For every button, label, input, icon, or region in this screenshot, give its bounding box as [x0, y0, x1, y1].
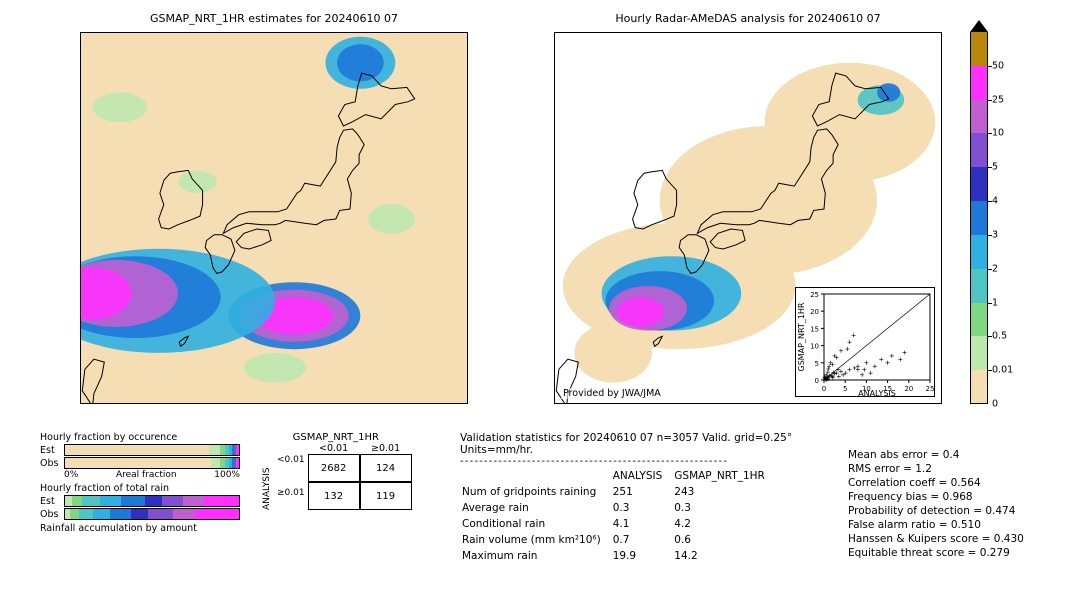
map1-panel: 45°N40°N35°N30°N25°N125°E130°E135°E140°E…	[80, 32, 468, 404]
scatter-inset: 00551010151520202525ANALYSISGSMAP_NRT_1H…	[795, 287, 935, 397]
ct-cell-10: 132	[308, 482, 360, 510]
frac-occ-est-bar	[64, 444, 240, 456]
ct-cell-11: 119	[360, 482, 412, 510]
map2-panel: Provided by JWA/JMA 00551010151520202525…	[554, 32, 942, 404]
svg-text:10: 10	[810, 343, 819, 351]
colorbar-label: 3	[992, 229, 998, 240]
obs-label-2: Obs	[40, 509, 60, 520]
areal-100: 100%	[214, 470, 240, 480]
colorbar-label: 0	[992, 399, 998, 410]
svg-text:15: 15	[810, 325, 819, 333]
stat-analysis: 0.3	[613, 501, 673, 515]
metric-row: Frequency bias = 0.968	[848, 490, 1024, 504]
divider-dots: - - - - - - - - - - - - - - - - - - - - …	[460, 456, 840, 467]
metric-row: False alarm ratio = 0.510	[848, 518, 1024, 532]
stat-analysis: 4.1	[613, 517, 673, 531]
svg-text:5: 5	[843, 385, 847, 393]
colorbar: 0.010.5123451025500	[970, 32, 988, 404]
frac-tot-est-bar	[64, 495, 240, 507]
areal-label: Areal fraction	[116, 470, 177, 480]
colorbar-label: 0.5	[992, 331, 1007, 342]
colorbar-label: 2	[992, 263, 998, 274]
metric-row: Probability of detection = 0.474	[848, 504, 1024, 518]
metric-row: Mean abs error = 0.4	[848, 448, 1024, 462]
obs-label: Obs	[40, 458, 60, 469]
est-label-2: Est	[40, 496, 60, 507]
colorbar-label: 5	[992, 162, 998, 173]
validation-panel: Validation statistics for 20240610 07 n=…	[460, 432, 840, 565]
ct-col2-label: ≥0.01	[360, 443, 412, 454]
svg-text:0: 0	[822, 385, 826, 393]
frac-tot-obs-bar	[64, 508, 240, 520]
contingency-panel: GSMAP_NRT_1HR ANALYSIS <0.01 ≥0.01 <0.01…	[260, 432, 412, 510]
metric-row: RMS error = 1.2	[848, 462, 1024, 476]
stat-analysis: 251	[613, 485, 673, 499]
svg-text:GSMAP_NRT_1HR: GSMAP_NRT_1HR	[797, 302, 806, 371]
frac-occ-obs-bar	[64, 457, 240, 469]
stat-gsmap: 0.3	[674, 501, 775, 515]
metric-row: Equitable threat score = 0.279	[848, 546, 1024, 560]
metric-row: Hanssen & Kuipers score = 0.430	[848, 532, 1024, 546]
stat-gsmap: 14.2	[674, 549, 775, 563]
est-label: Est	[40, 445, 60, 456]
validation-header: Validation statistics for 20240610 07 n=…	[460, 432, 840, 456]
metric-row: Correlation coeff = 0.564	[848, 476, 1024, 490]
svg-text:25: 25	[810, 291, 819, 299]
svg-text:20: 20	[810, 308, 819, 316]
stat-label: Maximum rain	[462, 549, 611, 563]
stat-gsmap: 243	[674, 485, 775, 499]
stat-label: Average rain	[462, 501, 611, 515]
metrics-panel: Mean abs error = 0.4RMS error = 1.2Corre…	[848, 448, 1024, 560]
ct-cell-01: 124	[360, 454, 412, 482]
stat-gsmap: 0.6	[674, 533, 775, 547]
ct-title: GSMAP_NRT_1HR	[260, 432, 412, 443]
ct-row1-label: <0.01	[277, 446, 305, 474]
svg-text:20: 20	[904, 385, 913, 393]
colorbar-label: 1	[992, 297, 998, 308]
stat-gsmap: 4.2	[674, 517, 775, 531]
colorbar-label: 10	[992, 128, 1004, 139]
stat-label: Rain volume (mm km²10⁶)	[462, 533, 611, 547]
ct-row2-label: ≥0.01	[277, 479, 305, 507]
frac-occ-title: Hourly fraction by occurence	[40, 432, 240, 443]
stats-col2: GSMAP_NRT_1HR	[674, 469, 775, 483]
svg-text:5: 5	[815, 360, 819, 368]
stats-col1: ANALYSIS	[613, 469, 673, 483]
provided-label: Provided by JWA/JMA	[561, 388, 663, 399]
stat-analysis: 0.7	[613, 533, 673, 547]
frac-accum-title: Rainfall accumulation by amount	[40, 523, 240, 534]
stat-analysis: 19.9	[613, 549, 673, 563]
colorbar-label: 25	[992, 94, 1004, 105]
map1-title: GSMAP_NRT_1HR estimates for 20240610 07	[80, 12, 468, 25]
svg-text:0: 0	[815, 377, 819, 385]
ct-cell-00: 2682	[308, 454, 360, 482]
svg-text:25: 25	[926, 385, 935, 393]
map2-title: Hourly Radar-AMeDAS analysis for 2024061…	[554, 12, 942, 25]
stat-label: Conditional rain	[462, 517, 611, 531]
colorbar-label: 4	[992, 196, 998, 207]
areal-0: 0%	[64, 470, 78, 480]
ct-col1-label: <0.01	[308, 443, 360, 454]
frac-panel: Hourly fraction by occurence Est Obs 0% …	[40, 432, 240, 534]
stat-label: Num of gridpoints raining	[462, 485, 611, 499]
stats-table: ANALYSIS GSMAP_NRT_1HR Num of gridpoints…	[460, 467, 777, 565]
ct-ylabel: ANALYSIS	[260, 443, 274, 510]
frac-total-title: Hourly fraction of total rain	[40, 483, 240, 494]
svg-text:ANALYSIS: ANALYSIS	[858, 389, 896, 398]
colorbar-over-triangle	[970, 20, 988, 32]
colorbar-label: 0.01	[992, 365, 1013, 376]
colorbar-label: 50	[992, 60, 1004, 71]
